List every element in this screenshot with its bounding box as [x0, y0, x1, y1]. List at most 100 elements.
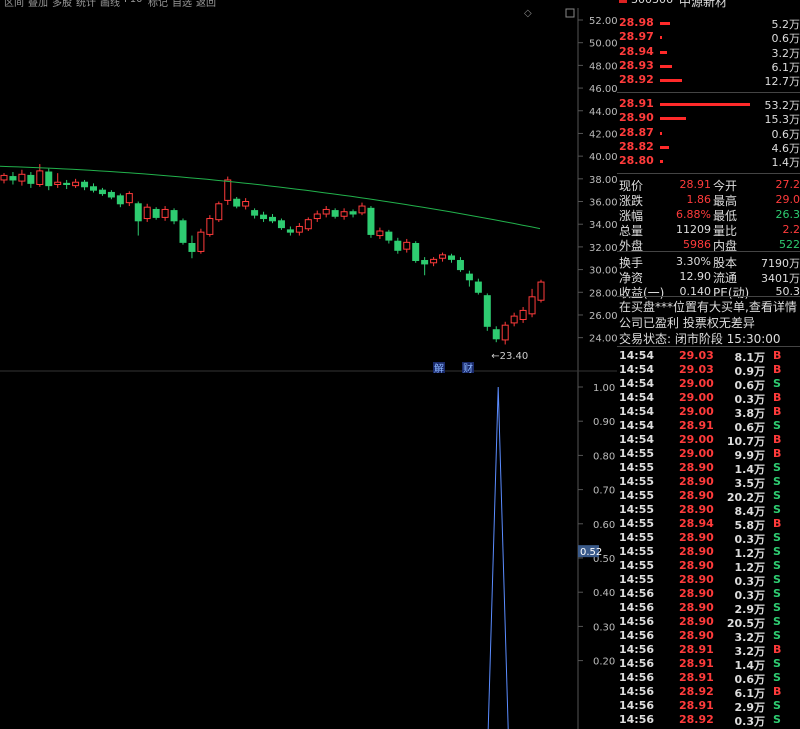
bid-volume-bar — [660, 160, 664, 164]
tick-row[interactable]: 14:54 29.03 8.1万 B — [617, 349, 800, 364]
candle-body — [9, 176, 17, 181]
toolbar-item[interactable]: 统计 — [76, 0, 96, 9]
toolbar-item[interactable]: 叠加 — [28, 0, 48, 9]
event-marker-bg — [462, 362, 474, 373]
tick-side: B — [773, 517, 782, 530]
tick-row[interactable]: 14:54 29.00 0.3万 B — [617, 391, 800, 406]
ask-price: 28.94 — [619, 44, 654, 58]
price-tick-label: 50.00 — [589, 39, 617, 50]
candle-body — [277, 220, 285, 229]
tick-row[interactable]: 14:54 29.00 3.8万 B — [617, 405, 800, 420]
tick-price: 28.90 — [679, 503, 714, 516]
quote-value: 28.91 — [679, 178, 712, 191]
fundamental-value: 3401万 — [761, 272, 800, 285]
tick-row[interactable]: 14:56 28.91 3.2万 B — [617, 643, 800, 658]
big-order-alert[interactable]: 在买盘***位置有大买单,查看详情 — [619, 300, 797, 314]
candle-body — [224, 179, 232, 201]
candle-body — [233, 198, 241, 207]
tick-row[interactable]: 14:54 28.91 0.6万 S — [617, 419, 800, 434]
tick-row[interactable]: 14:56 28.92 6.1万 B — [617, 685, 800, 700]
ask-volume-bar — [660, 22, 671, 25]
candle-body — [403, 241, 411, 250]
candle-body — [367, 207, 375, 235]
tick-time: 14:54 — [619, 419, 655, 432]
toolbar-item[interactable]: 标记 — [148, 0, 168, 9]
quote-label: 外盘 — [619, 239, 644, 253]
toolbar-item[interactable]: 自选 — [172, 0, 192, 9]
tick-price: 28.90 — [679, 531, 714, 544]
ask-volume: 6.1万 — [771, 60, 800, 74]
tick-side: B — [773, 363, 782, 376]
candle-body — [528, 296, 536, 315]
tick-price: 28.94 — [679, 517, 714, 530]
tick-row[interactable]: 14:56 28.90 0.3万 S — [617, 587, 800, 602]
tick-side: S — [773, 671, 781, 684]
candle-body — [125, 193, 133, 204]
tick-price: 28.90 — [679, 615, 714, 628]
quote-value: 5986 — [683, 238, 711, 251]
tick-side: S — [773, 419, 781, 432]
volume-tick-label: 0.50 — [593, 554, 615, 565]
tick-row[interactable]: 14:56 28.92 0.3万 S — [617, 713, 800, 728]
toolbar-item[interactable]: F10 — [124, 0, 142, 5]
tick-side: B — [773, 685, 782, 698]
ask-volume-bar — [660, 36, 662, 40]
candle-body — [143, 206, 151, 220]
ask-volume-bar — [660, 79, 683, 83]
toolbar-item[interactable]: 画线 — [100, 0, 120, 9]
bid-volume-bar — [660, 131, 662, 135]
tick-row[interactable]: 14:54 29.03 0.9万 B — [617, 363, 800, 378]
candle-body — [45, 171, 53, 187]
tick-row[interactable]: 14:54 29.00 10.7万 B — [617, 433, 800, 448]
tick-time: 14:54 — [619, 433, 655, 446]
tick-side: B — [773, 391, 782, 404]
tick-row[interactable]: 14:55 28.90 1.2万 S — [617, 545, 800, 560]
quote-label: 最高 — [713, 194, 738, 208]
volume-tick-label: 0.20 — [593, 657, 615, 668]
tick-row[interactable]: 14:55 28.90 8.4万 S — [617, 503, 800, 518]
tick-row[interactable]: 14:55 28.90 1.2万 S — [617, 559, 800, 574]
tick-row[interactable]: 14:55 28.90 1.4万 S — [617, 461, 800, 476]
tick-row[interactable]: 14:56 28.90 3.2万 S — [617, 629, 800, 644]
candle-body — [322, 208, 330, 215]
candle-body — [331, 210, 339, 217]
tick-row[interactable]: 14:55 28.94 5.8万 B — [617, 517, 800, 532]
event-marker-bg — [433, 362, 445, 373]
quote-value: 26.3 — [775, 208, 800, 221]
tick-side: S — [773, 587, 781, 600]
candle-body — [260, 214, 268, 220]
toolbar-item[interactable]: 区间 — [4, 0, 24, 9]
candle-body — [215, 203, 223, 221]
tick-row[interactable]: 14:56 28.91 0.6万 S — [617, 671, 800, 686]
toolbar-item[interactable]: 返回 — [196, 0, 216, 9]
tick-price: 28.91 — [679, 671, 714, 684]
quote-divider-2 — [617, 251, 800, 252]
tick-row[interactable]: 14:56 28.91 1.4万 S — [617, 657, 800, 672]
quote-label: 内盘 — [713, 239, 738, 253]
tick-row[interactable]: 14:55 28.90 3.5万 S — [617, 475, 800, 490]
tick-time: 14:56 — [619, 629, 655, 642]
tick-time: 14:56 — [619, 587, 655, 600]
kline-chart[interactable]: ◇ 52.00 50.00 48.00 46.00 44.00 42.00 40.00 38.0… — [0, 0, 617, 729]
tick-price: 28.90 — [679, 545, 714, 558]
candle-body — [197, 231, 205, 252]
tick-row[interactable]: 14:54 29.00 0.6万 S — [617, 377, 800, 392]
tick-row[interactable]: 14:55 28.90 0.3万 S — [617, 573, 800, 588]
candle-body — [385, 231, 393, 241]
ask-volume: 3.2万 — [771, 46, 800, 60]
tick-row[interactable]: 14:56 28.90 20.5万 S — [617, 615, 800, 630]
price-tick-label: 32.00 — [589, 243, 617, 254]
tick-price: 29.03 — [679, 363, 714, 376]
volume-tick-label: 1.00 — [593, 383, 615, 394]
tick-row[interactable]: 14:56 28.91 2.9万 S — [617, 699, 800, 714]
fundamental-value: 12.90 — [679, 270, 712, 283]
tick-price: 28.91 — [679, 419, 714, 432]
tick-volume: 3.5万 — [734, 477, 766, 490]
candle-body — [81, 181, 89, 188]
tick-row[interactable]: 14:55 29.00 9.9万 B — [617, 447, 800, 462]
toolbar-item[interactable]: 多股 — [52, 0, 72, 9]
tick-row[interactable]: 14:55 28.90 0.3万 S — [617, 531, 800, 546]
tick-row[interactable]: 14:56 28.90 2.9万 S — [617, 601, 800, 616]
candle-body — [98, 189, 106, 195]
tick-row[interactable]: 14:55 28.90 20.2万 S — [617, 489, 800, 504]
